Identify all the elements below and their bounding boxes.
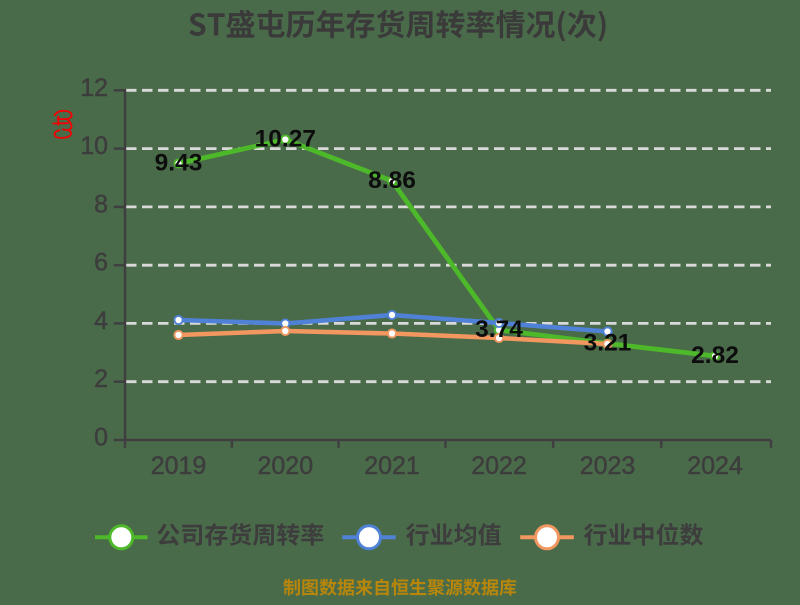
svg-text:0: 0 <box>94 424 108 452</box>
svg-text:2.82: 2.82 <box>691 342 739 369</box>
svg-text:2019: 2019 <box>151 452 207 480</box>
svg-text:10: 10 <box>80 132 108 160</box>
svg-text:4: 4 <box>94 307 108 335</box>
svg-text:2022: 2022 <box>471 452 527 480</box>
svg-text:6: 6 <box>94 249 108 277</box>
svg-text:2020: 2020 <box>257 452 313 480</box>
svg-text:2: 2 <box>94 365 108 393</box>
svg-text:3.74: 3.74 <box>475 316 523 343</box>
svg-text:3.21: 3.21 <box>584 329 632 356</box>
svg-text:2021: 2021 <box>364 452 420 480</box>
svg-text:8.86: 8.86 <box>368 167 416 194</box>
svg-text:2024: 2024 <box>687 452 743 480</box>
svg-text:8: 8 <box>94 190 108 218</box>
svg-text:12: 12 <box>80 74 108 102</box>
svg-text:2023: 2023 <box>580 452 636 480</box>
svg-text:9.43: 9.43 <box>155 149 203 176</box>
svg-text:10.27: 10.27 <box>255 125 316 152</box>
